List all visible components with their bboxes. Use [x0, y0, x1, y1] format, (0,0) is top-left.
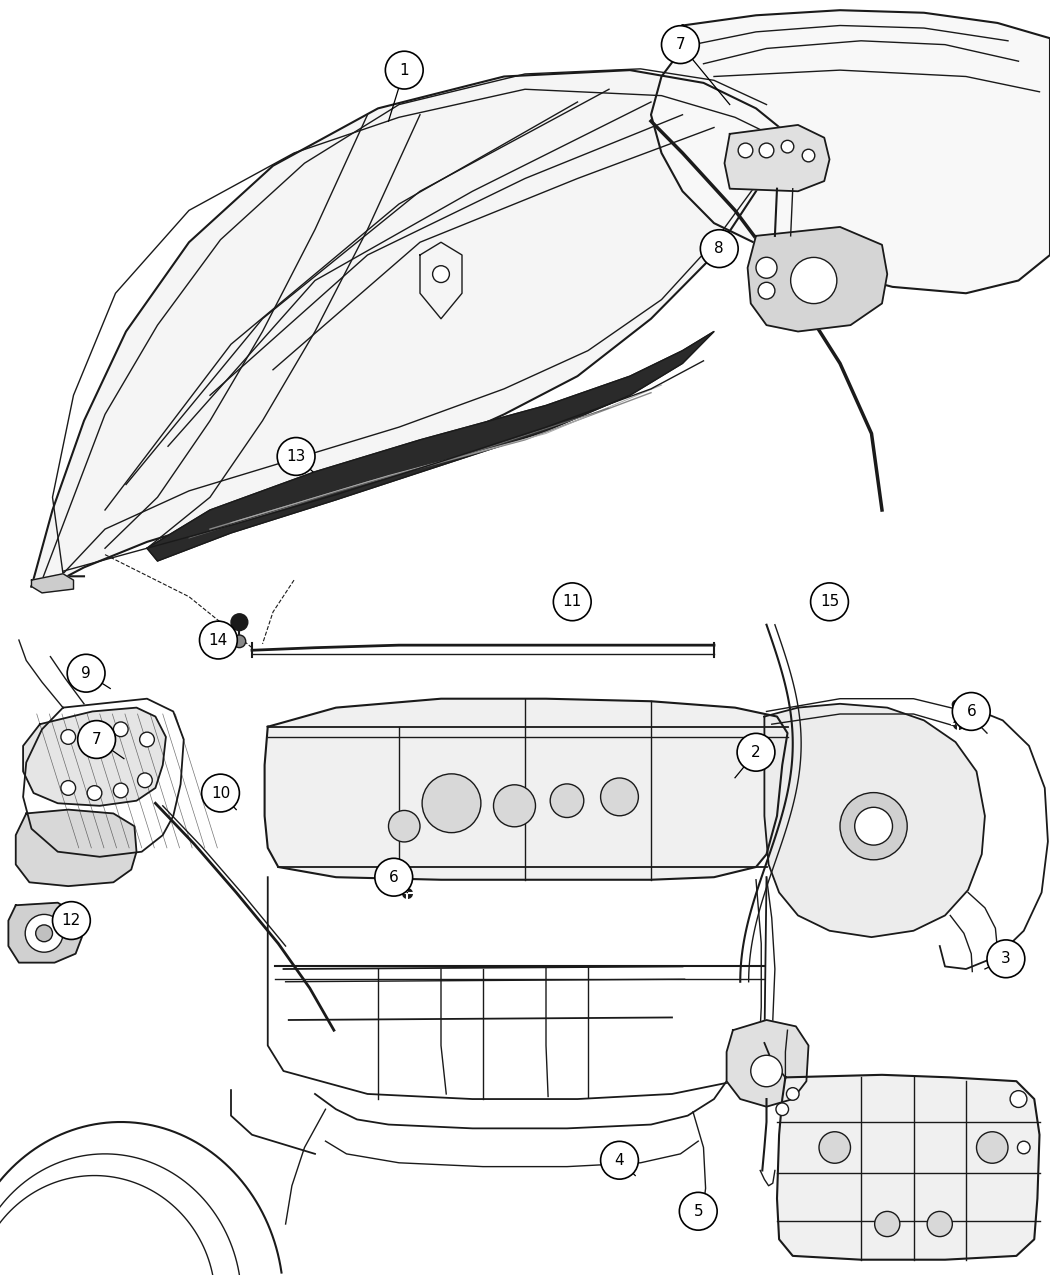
Circle shape	[550, 784, 584, 817]
Circle shape	[756, 258, 777, 278]
Circle shape	[375, 858, 413, 896]
Polygon shape	[764, 704, 985, 937]
Text: 2: 2	[751, 745, 761, 760]
Circle shape	[758, 282, 775, 300]
Circle shape	[494, 785, 536, 826]
Circle shape	[61, 729, 76, 745]
Circle shape	[700, 230, 738, 268]
Circle shape	[553, 583, 591, 621]
Circle shape	[759, 143, 774, 158]
Circle shape	[855, 807, 892, 845]
Text: 14: 14	[209, 632, 228, 648]
Text: 7: 7	[91, 732, 102, 747]
Circle shape	[52, 901, 90, 940]
Circle shape	[78, 720, 116, 759]
Circle shape	[1010, 1090, 1027, 1108]
Circle shape	[781, 140, 794, 153]
Polygon shape	[23, 708, 166, 806]
Circle shape	[36, 924, 52, 942]
Circle shape	[61, 780, 76, 796]
Circle shape	[67, 654, 105, 692]
Polygon shape	[16, 810, 136, 886]
Circle shape	[385, 51, 423, 89]
Circle shape	[662, 26, 699, 64]
Polygon shape	[32, 574, 74, 593]
Text: 7: 7	[675, 37, 686, 52]
Circle shape	[738, 143, 753, 158]
Circle shape	[202, 774, 239, 812]
Polygon shape	[32, 70, 788, 586]
Circle shape	[140, 732, 154, 747]
Text: 1: 1	[399, 62, 410, 78]
Circle shape	[786, 1088, 799, 1100]
Circle shape	[200, 621, 237, 659]
Circle shape	[811, 583, 848, 621]
Circle shape	[1017, 1141, 1030, 1154]
Text: 11: 11	[563, 594, 582, 609]
Circle shape	[976, 1132, 1008, 1163]
Polygon shape	[777, 1075, 1040, 1260]
Polygon shape	[724, 125, 830, 191]
Circle shape	[679, 1192, 717, 1230]
Circle shape	[277, 437, 315, 476]
Circle shape	[751, 1056, 782, 1086]
Circle shape	[987, 940, 1025, 978]
Circle shape	[113, 722, 128, 737]
Text: 6: 6	[388, 870, 399, 885]
Circle shape	[388, 811, 420, 842]
Circle shape	[231, 613, 248, 631]
Text: 12: 12	[62, 913, 81, 928]
Circle shape	[138, 773, 152, 788]
Text: 4: 4	[614, 1153, 625, 1168]
Circle shape	[25, 914, 63, 952]
Circle shape	[601, 1141, 638, 1179]
Polygon shape	[147, 332, 714, 561]
Circle shape	[791, 258, 837, 303]
Text: 3: 3	[1001, 951, 1011, 966]
Circle shape	[87, 785, 102, 801]
Text: 13: 13	[287, 449, 306, 464]
Text: 15: 15	[820, 594, 839, 609]
Circle shape	[737, 733, 775, 771]
Circle shape	[601, 778, 638, 816]
Circle shape	[113, 783, 128, 798]
Polygon shape	[8, 903, 82, 963]
Circle shape	[422, 774, 481, 833]
Text: 5: 5	[693, 1204, 704, 1219]
Circle shape	[87, 722, 102, 737]
Text: 8: 8	[714, 241, 724, 256]
Circle shape	[875, 1211, 900, 1237]
Text: 10: 10	[211, 785, 230, 801]
Circle shape	[927, 1211, 952, 1237]
Circle shape	[776, 1103, 789, 1116]
Circle shape	[819, 1132, 850, 1163]
Circle shape	[433, 265, 449, 283]
Circle shape	[802, 149, 815, 162]
Text: 9: 9	[81, 666, 91, 681]
Polygon shape	[727, 1020, 808, 1107]
Polygon shape	[265, 699, 788, 880]
Text: 6: 6	[966, 704, 976, 719]
Circle shape	[233, 635, 246, 648]
Polygon shape	[748, 227, 887, 332]
Circle shape	[952, 692, 990, 731]
Polygon shape	[651, 10, 1050, 293]
Circle shape	[840, 793, 907, 859]
